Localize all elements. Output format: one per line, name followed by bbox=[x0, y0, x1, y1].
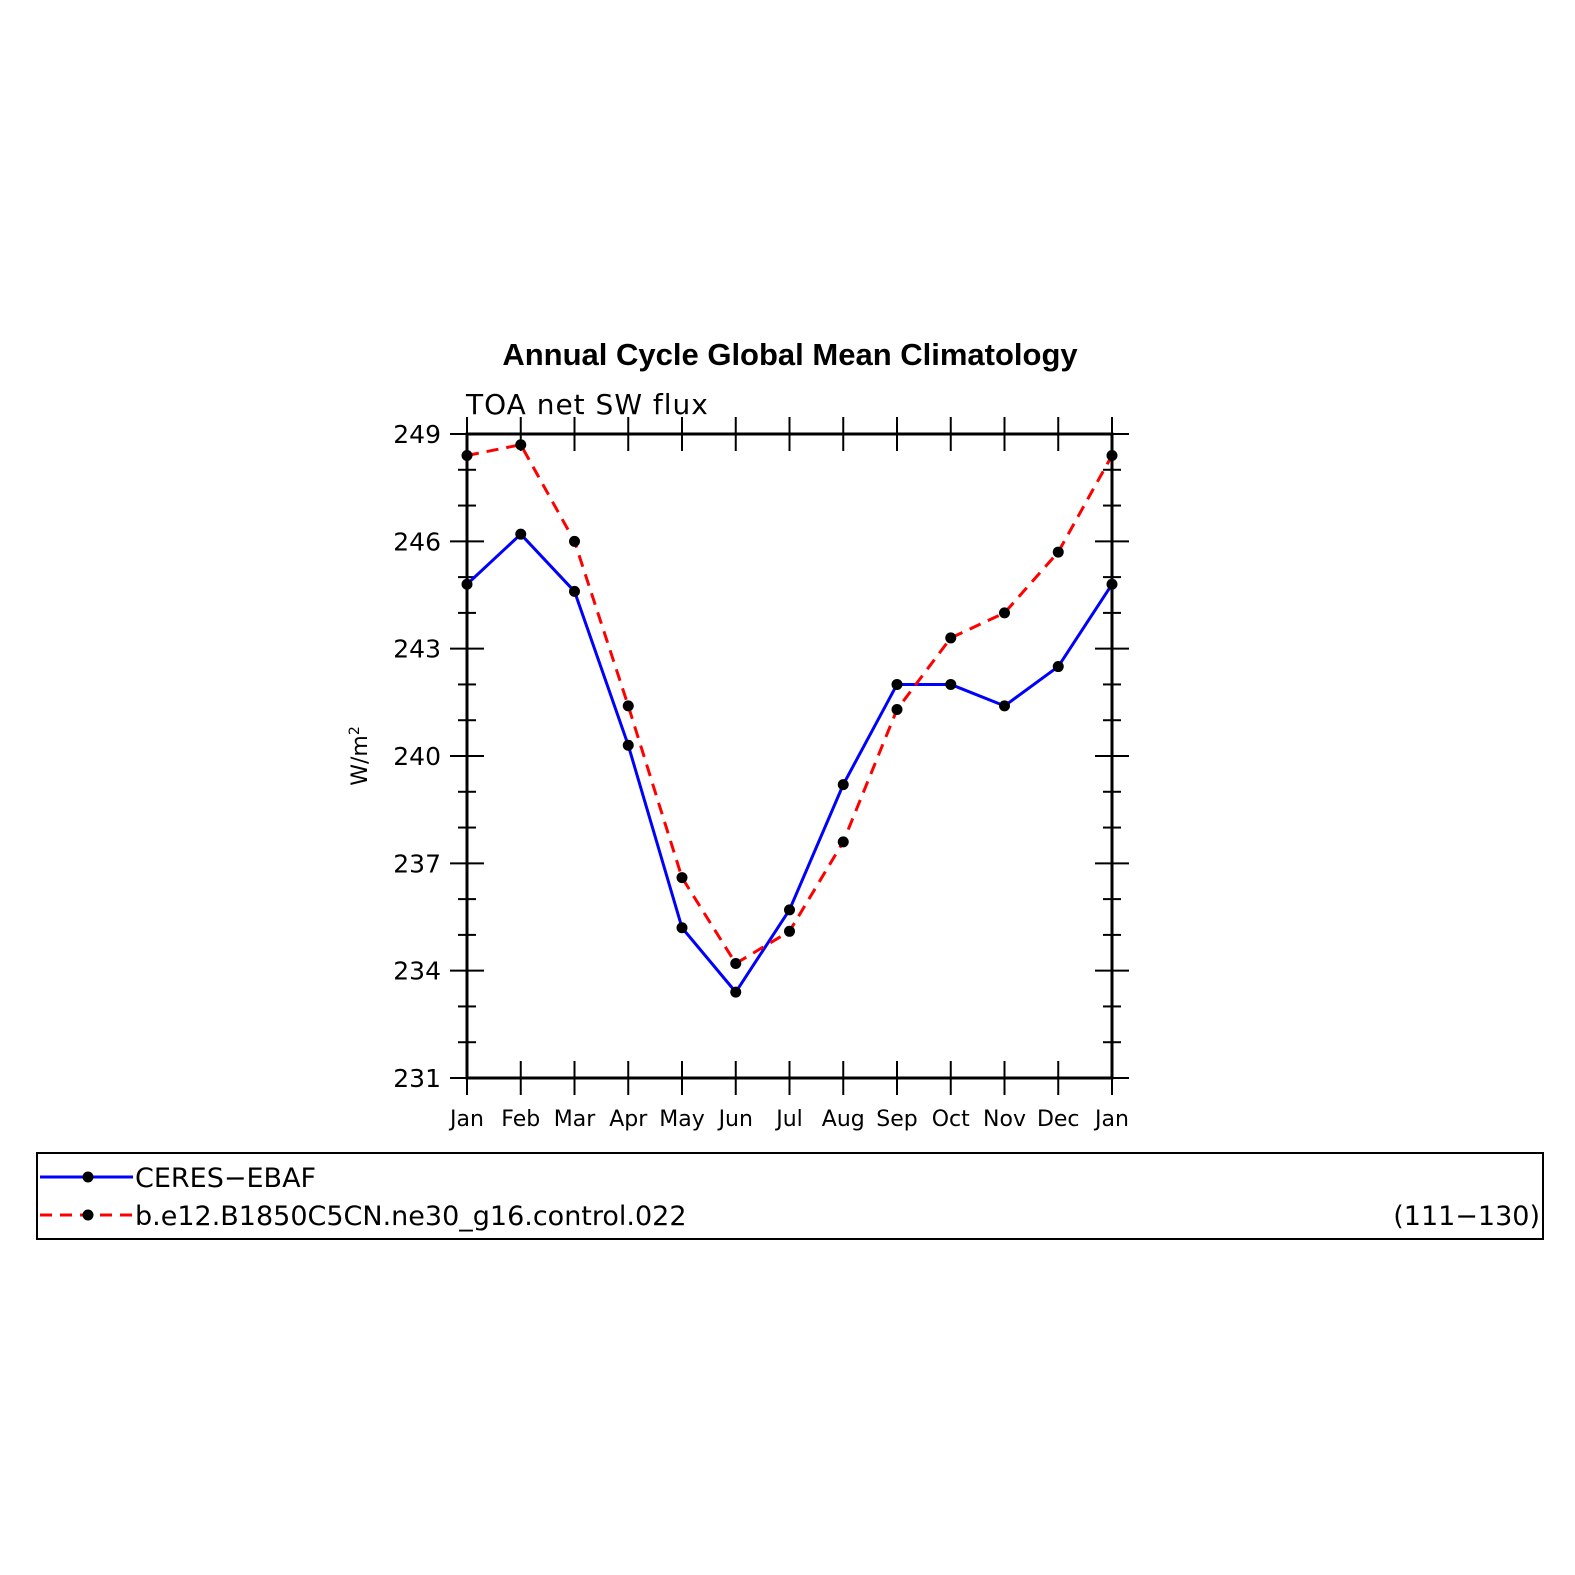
y-axis-label-text: W/m bbox=[348, 735, 373, 786]
legend-marker-1 bbox=[82, 1171, 94, 1183]
y-axis-label-superscript: 2 bbox=[347, 726, 363, 735]
legend: CERES−EBAF b.e12.B1850C5CN.ne30_g16.contr… bbox=[36, 1152, 1544, 1240]
data-point-series-1 bbox=[837, 779, 849, 791]
y-tick-label: 249 bbox=[393, 420, 441, 449]
data-point-series-1 bbox=[461, 578, 473, 590]
x-tick-label: Jul bbox=[774, 1107, 803, 1132]
chart-title: Annual Cycle Global Mean Climatology bbox=[502, 337, 1078, 372]
data-point-series-2 bbox=[784, 925, 795, 937]
y-tick-label: 231 bbox=[393, 1064, 441, 1093]
x-tick-label: Jun bbox=[717, 1107, 753, 1132]
data-point-series-2 bbox=[569, 535, 580, 547]
y-tick-label: 243 bbox=[393, 635, 441, 664]
data-point-series-1 bbox=[784, 904, 795, 916]
x-tick-label: May bbox=[659, 1107, 704, 1132]
x-tick-label: Jan bbox=[448, 1107, 484, 1132]
x-tick-label: Dec bbox=[1037, 1107, 1080, 1132]
y-axis-label: W/m2 bbox=[347, 726, 373, 786]
x-tick-label: Feb bbox=[501, 1107, 540, 1132]
data-point-series-2 bbox=[945, 632, 957, 644]
data-point-series-1 bbox=[1106, 578, 1118, 590]
y-tick-label: 237 bbox=[393, 849, 441, 878]
x-tick-label: Jan bbox=[1093, 1107, 1129, 1132]
data-point-series-2 bbox=[1052, 546, 1064, 558]
data-point-series-1 bbox=[891, 678, 903, 690]
x-tick-label: Mar bbox=[554, 1107, 596, 1132]
x-tick-label: Sep bbox=[876, 1107, 917, 1132]
series-layer bbox=[461, 439, 1118, 998]
legend-marker-2 bbox=[82, 1209, 94, 1221]
x-tick-label: Nov bbox=[983, 1107, 1026, 1132]
x-tick-label: Oct bbox=[932, 1107, 970, 1132]
data-point-series-1 bbox=[622, 739, 634, 751]
legend-label-2: b.e12.B1850C5CN.ne30_g16.control.022 bbox=[135, 1201, 687, 1232]
data-point-series-1 bbox=[569, 585, 580, 597]
plot-frame bbox=[465, 432, 1114, 1080]
y-tick-label: 240 bbox=[393, 742, 441, 771]
data-point-series-2 bbox=[515, 439, 527, 451]
chart-subtitle: TOA net SW flux bbox=[465, 388, 709, 421]
series-line-2 bbox=[466, 443, 1114, 966]
x-tick-label: Aug bbox=[822, 1107, 865, 1132]
data-point-series-1 bbox=[1052, 661, 1064, 673]
legend-box bbox=[36, 1152, 1544, 1240]
data-point-series-1 bbox=[730, 986, 742, 998]
data-point-series-1 bbox=[999, 700, 1010, 712]
data-point-series-2 bbox=[730, 958, 742, 970]
y-tick-label: 246 bbox=[393, 527, 441, 556]
data-point-series-1 bbox=[515, 528, 527, 540]
series-line-1 bbox=[465, 532, 1114, 994]
data-point-series-2 bbox=[1106, 449, 1118, 461]
data-point-series-2 bbox=[622, 700, 634, 712]
data-point-series-1 bbox=[945, 678, 957, 690]
data-point-series-1 bbox=[676, 922, 688, 934]
plot-axes: 231 234 237 240 243 246 249 Jan Feb Mar Apr May Jun J… bbox=[393, 417, 1129, 1132]
legend-label-1: CERES−EBAF bbox=[135, 1163, 316, 1194]
y-tick-label: 234 bbox=[393, 957, 441, 986]
data-point-series-2 bbox=[837, 836, 849, 848]
data-point-series-2 bbox=[891, 703, 903, 715]
data-point-series-2 bbox=[461, 449, 473, 461]
legend-note: (111−130) bbox=[1393, 1201, 1540, 1232]
data-point-series-2 bbox=[676, 872, 688, 884]
x-tick-label: Apr bbox=[609, 1107, 648, 1132]
data-point-series-2 bbox=[999, 607, 1010, 619]
